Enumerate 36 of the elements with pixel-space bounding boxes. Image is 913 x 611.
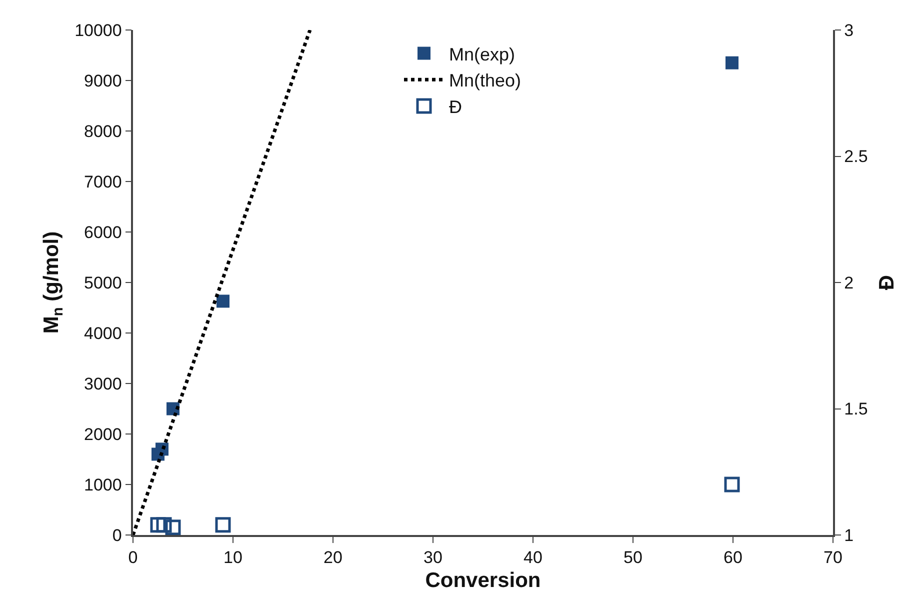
point xyxy=(215,517,231,533)
y-tick-label: 8000 xyxy=(84,122,122,141)
x-tick-label: 50 xyxy=(624,548,642,568)
y2-tick-label: 2 xyxy=(844,273,854,292)
y-tick-label: 0 xyxy=(112,526,122,545)
legend-label: Mn(exp) xyxy=(449,44,516,64)
y2-tick-label: 1.5 xyxy=(844,400,868,419)
y-tick-label: 10000 xyxy=(74,20,122,40)
y2-tick-label: 2.5 xyxy=(844,147,868,166)
x-axis-title: Conversion xyxy=(425,568,541,592)
y-tick-label: 2000 xyxy=(84,424,122,444)
y2-tick-label: 1 xyxy=(844,526,854,545)
x-tick-label: 0 xyxy=(128,548,138,568)
y-tick-label: 7000 xyxy=(84,172,122,192)
y2-tick-label: 3 xyxy=(844,20,854,40)
legend-label: Mn(theo) xyxy=(449,70,522,91)
point xyxy=(216,294,230,308)
x-tick-label: 70 xyxy=(824,548,842,568)
legend-label: Đ xyxy=(449,97,462,118)
y-tick-label: 1000 xyxy=(84,475,122,494)
point xyxy=(726,56,738,70)
point xyxy=(150,517,166,533)
point xyxy=(165,520,181,536)
y-tick-label: 6000 xyxy=(84,222,122,242)
x-tick-label: 30 xyxy=(424,548,442,568)
x-tick-label: 10 xyxy=(224,548,242,568)
y-tick-label: 5000 xyxy=(84,273,122,292)
point xyxy=(724,476,740,492)
point xyxy=(156,517,172,533)
y-tick-label: 9000 xyxy=(84,71,122,90)
x-tick-label: 20 xyxy=(324,548,342,568)
y2-axis-title: Đ xyxy=(875,274,898,290)
y-tick-label: 4000 xyxy=(84,324,122,343)
x-tick-label: 60 xyxy=(724,548,742,568)
y-tick-label: 3000 xyxy=(84,374,122,394)
x-tick-label: 40 xyxy=(524,548,542,568)
